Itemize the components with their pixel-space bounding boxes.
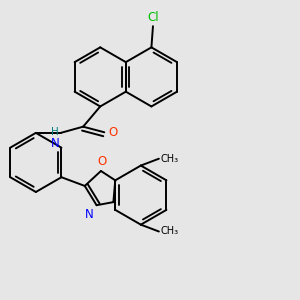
Text: Cl: Cl	[147, 11, 159, 24]
Text: CH₃: CH₃	[160, 226, 178, 236]
Text: O: O	[108, 126, 117, 139]
Text: O: O	[97, 155, 106, 168]
Text: CH₃: CH₃	[160, 154, 178, 164]
Text: N: N	[85, 208, 94, 221]
Text: H: H	[51, 127, 59, 137]
Text: N: N	[50, 136, 59, 150]
